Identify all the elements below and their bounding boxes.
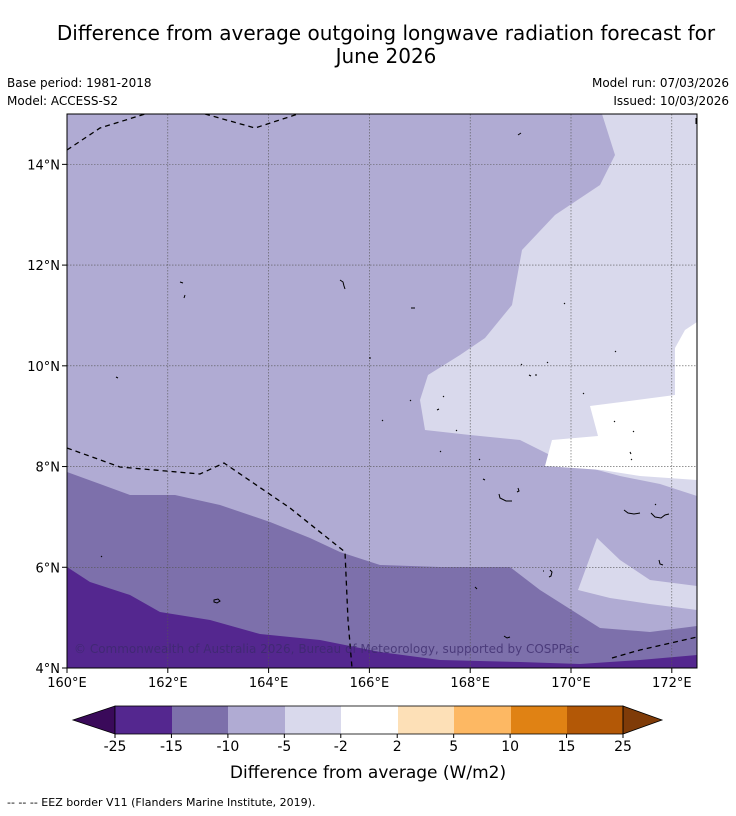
lat-tick-label: 6°N [36, 561, 61, 576]
lat-tick-label: 8°N [36, 461, 61, 476]
axis-ticks: 160°E 162°E 164°E 166°E 168°E 170°E 172°E 4°N 6°… [27, 158, 691, 691]
lat-tick-label: 10°N [27, 360, 60, 375]
colorbar-tick-label: 10 [501, 739, 519, 755]
lon-tick-label: 162°E [148, 676, 188, 691]
colorbar-extend-high [622, 705, 664, 735]
colorbar-tick-label: 15 [558, 739, 576, 755]
island [623, 503, 670, 519]
model-name: Model: ACCESS-S2 [7, 94, 119, 108]
colorbar-tick-label: 5 [449, 739, 458, 755]
colorbar-tick-label: -10 [216, 739, 239, 755]
island-outlines [100, 118, 697, 639]
band-minus5-minus2 [420, 114, 697, 496]
colorbar-seg-3 [228, 706, 285, 734]
lon-tick-label: 170°E [551, 676, 591, 691]
colorbar-label: Difference from average (W/m2) [230, 763, 506, 783]
lon-tick-label: 164°E [249, 676, 289, 691]
eez-border-credit: -- -- -- EEZ border V11 (Flanders Marine… [7, 796, 316, 809]
eez-border-east [611, 636, 697, 659]
colorbar-tick-label: -15 [160, 739, 183, 755]
colorbar-seg-9 [567, 706, 623, 734]
meta-right: Model run: 07/03/2026 Issued: 10/03/2026 [592, 74, 729, 110]
lon-tick-label: 168°E [450, 676, 490, 691]
band-minus15-minus10 [67, 472, 697, 668]
map-frame [66, 113, 698, 669]
island [613, 420, 635, 461]
colorbar-seg-7 [454, 706, 511, 734]
island [115, 357, 371, 379]
eez-border-north [67, 114, 299, 151]
graticule [67, 114, 697, 668]
colorbar-seg-8 [511, 706, 567, 734]
island [439, 450, 486, 481]
island [100, 555, 511, 639]
island [517, 132, 522, 136]
colorbar-frame [114, 705, 624, 735]
colorbar-tick-label: 25 [614, 739, 632, 755]
colorbar-seg-5 [341, 706, 398, 734]
contour-fill-layer [67, 114, 697, 668]
colorbar-seg-6 [398, 706, 454, 734]
band-minus25-minus15 [67, 567, 697, 668]
meta-left: Base period: 1981-2018 Model: ACCESS-S2 [7, 74, 152, 110]
island [339, 279, 346, 290]
colorbar-seg-1 [115, 706, 172, 734]
colorbar-seg-4 [285, 706, 341, 734]
colorbar: -25 -15 -10 -5 -2 2 5 10 15 25 Difference from av… [71, 705, 664, 783]
island [381, 395, 458, 432]
lat-tick-label: 4°N [36, 662, 61, 677]
band-minus5-minus2-b [578, 538, 697, 610]
island [498, 487, 520, 502]
title-line-2: June 2026 [335, 44, 437, 68]
colorbar-tick-label: 2 [393, 739, 402, 755]
island [543, 559, 664, 578]
eez-borders [67, 114, 697, 668]
eez-border-west [67, 447, 353, 668]
lon-tick-label: 172°E [652, 676, 692, 691]
island [563, 302, 617, 395]
forecast-map: © Commonwealth of Australia 2026, Bureau… [27, 113, 698, 783]
lat-tick-label: 12°N [27, 259, 60, 274]
lon-tick-label: 166°E [350, 676, 390, 691]
lon-tick-label: 160°E [47, 676, 87, 691]
colorbar-ticks: -25 -15 -10 -5 -2 2 5 10 15 25 [104, 734, 632, 755]
model-run: Model run: 07/03/2026 [591, 76, 729, 90]
colorbar-tick-label: -5 [277, 739, 291, 755]
colorbar-seg-2 [172, 706, 228, 734]
map-title: Difference from average outgoing longwav… [0, 22, 736, 68]
title-line-1: Difference from average outgoing longwav… [56, 21, 716, 45]
copyright-notice: © Commonwealth of Australia 2026, Bureau… [74, 642, 579, 656]
issued-date: Issued: 10/03/2026 [613, 94, 729, 108]
colorbar-tick-label: -25 [104, 739, 127, 755]
base-period: Base period: 1981-2018 [7, 76, 152, 90]
colorbar-tick-label: -2 [334, 739, 348, 755]
band-minus2-plus2-a [545, 322, 697, 480]
lat-tick-label: 14°N [27, 158, 60, 173]
colorbar-extend-low [71, 705, 116, 735]
island [179, 281, 186, 299]
island [520, 361, 549, 377]
